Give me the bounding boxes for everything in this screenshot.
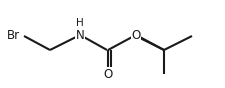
Text: Br: Br	[7, 29, 20, 43]
Text: O: O	[131, 29, 140, 43]
Text: H: H	[76, 18, 83, 28]
Text: N: N	[75, 29, 84, 43]
Text: O: O	[103, 67, 112, 81]
